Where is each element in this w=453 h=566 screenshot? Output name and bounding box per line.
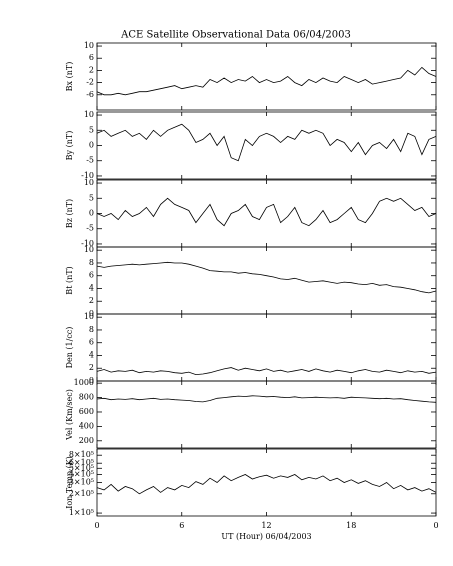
y-tick-label: 2×10⁵	[69, 489, 94, 498]
y-tick-label: 8	[89, 325, 94, 334]
y-tick-label: -10	[81, 171, 94, 180]
y-tick-label: 2	[89, 296, 94, 305]
x-axis-label: UT (Hour) 06/04/2003	[221, 532, 311, 541]
panel-frame	[96, 380, 437, 449]
panel-frame	[96, 179, 437, 248]
y-tick-label: -5	[86, 156, 94, 165]
data-line	[96, 261, 437, 294]
y-tick-label: 400	[79, 421, 94, 430]
y-tick-label: 1×10⁵	[69, 508, 94, 517]
y-tick-label: -5	[86, 224, 94, 233]
x-tick-label: 18	[346, 521, 356, 530]
y-tick-label: 10	[84, 245, 94, 254]
panel-frame	[96, 111, 437, 180]
y-tick-label: 0	[89, 376, 94, 385]
y-tick-label: 10	[84, 312, 94, 321]
y-axis-label: Bx (nT)	[65, 62, 74, 92]
data-line	[96, 66, 437, 96]
x-tick-label: 12	[261, 521, 271, 530]
y-tick-label: 4×10⁵	[69, 469, 94, 478]
y-tick-label: 2	[89, 363, 94, 372]
y-tick-label: 4	[89, 283, 94, 292]
y-axis-label: By (nT)	[65, 131, 74, 161]
data-line	[96, 197, 437, 227]
y-tick-label: 8	[89, 258, 94, 267]
y-tick-label: 5	[89, 193, 94, 202]
y-tick-label: 0	[89, 141, 94, 150]
data-line	[96, 367, 437, 376]
x-tick-label: 0	[94, 521, 99, 530]
y-tick-label: 1000	[74, 378, 94, 387]
y-tick-label: 2	[89, 65, 94, 74]
y-tick-label: 5×10⁵	[69, 463, 94, 472]
panel-frame	[96, 246, 437, 315]
y-tick-label: 6×10⁵	[69, 458, 94, 467]
y-axis-label: Bt (nT)	[65, 266, 74, 294]
y-tick-label: 600	[79, 407, 94, 416]
y-tick-label: -10	[81, 239, 94, 248]
data-line	[96, 395, 437, 403]
y-axis-label: Bz (nT)	[65, 199, 74, 228]
y-tick-label: 10	[84, 41, 94, 50]
y-tick-label: 8×10⁵	[69, 450, 94, 459]
data-line	[96, 474, 437, 495]
y-tick-label: 10	[84, 110, 94, 119]
y-tick-label: 5	[89, 125, 94, 134]
y-axis-label: Den (1/cc)	[65, 327, 74, 369]
y-tick-label: 200	[79, 436, 94, 445]
y-tick-label: 0	[89, 309, 94, 318]
y-tick-label: 6	[89, 338, 94, 347]
y-tick-label: -2	[86, 78, 94, 87]
y-tick-label: 3×10⁵	[69, 478, 94, 487]
y-tick-label: 4	[89, 350, 94, 359]
y-tick-label: -6	[86, 90, 94, 99]
y-tick-label: 6	[89, 53, 94, 62]
y-tick-label: 800	[79, 393, 94, 402]
y-tick-label: 0	[89, 209, 94, 218]
y-axis-label: Ion Temp (K)	[65, 456, 74, 509]
y-tick-label: 6	[89, 271, 94, 280]
data-line	[96, 123, 437, 162]
x-tick-label: 0	[433, 521, 438, 530]
x-tick-label: 6	[179, 521, 184, 530]
panel-frame	[96, 42, 437, 111]
panel-frame	[96, 448, 437, 517]
y-tick-label: 10	[84, 178, 94, 187]
y-axis-label: Vel (Km/sec)	[65, 389, 74, 441]
chart-title: ACE Satellite Observational Data 06/04/2…	[120, 30, 351, 41]
